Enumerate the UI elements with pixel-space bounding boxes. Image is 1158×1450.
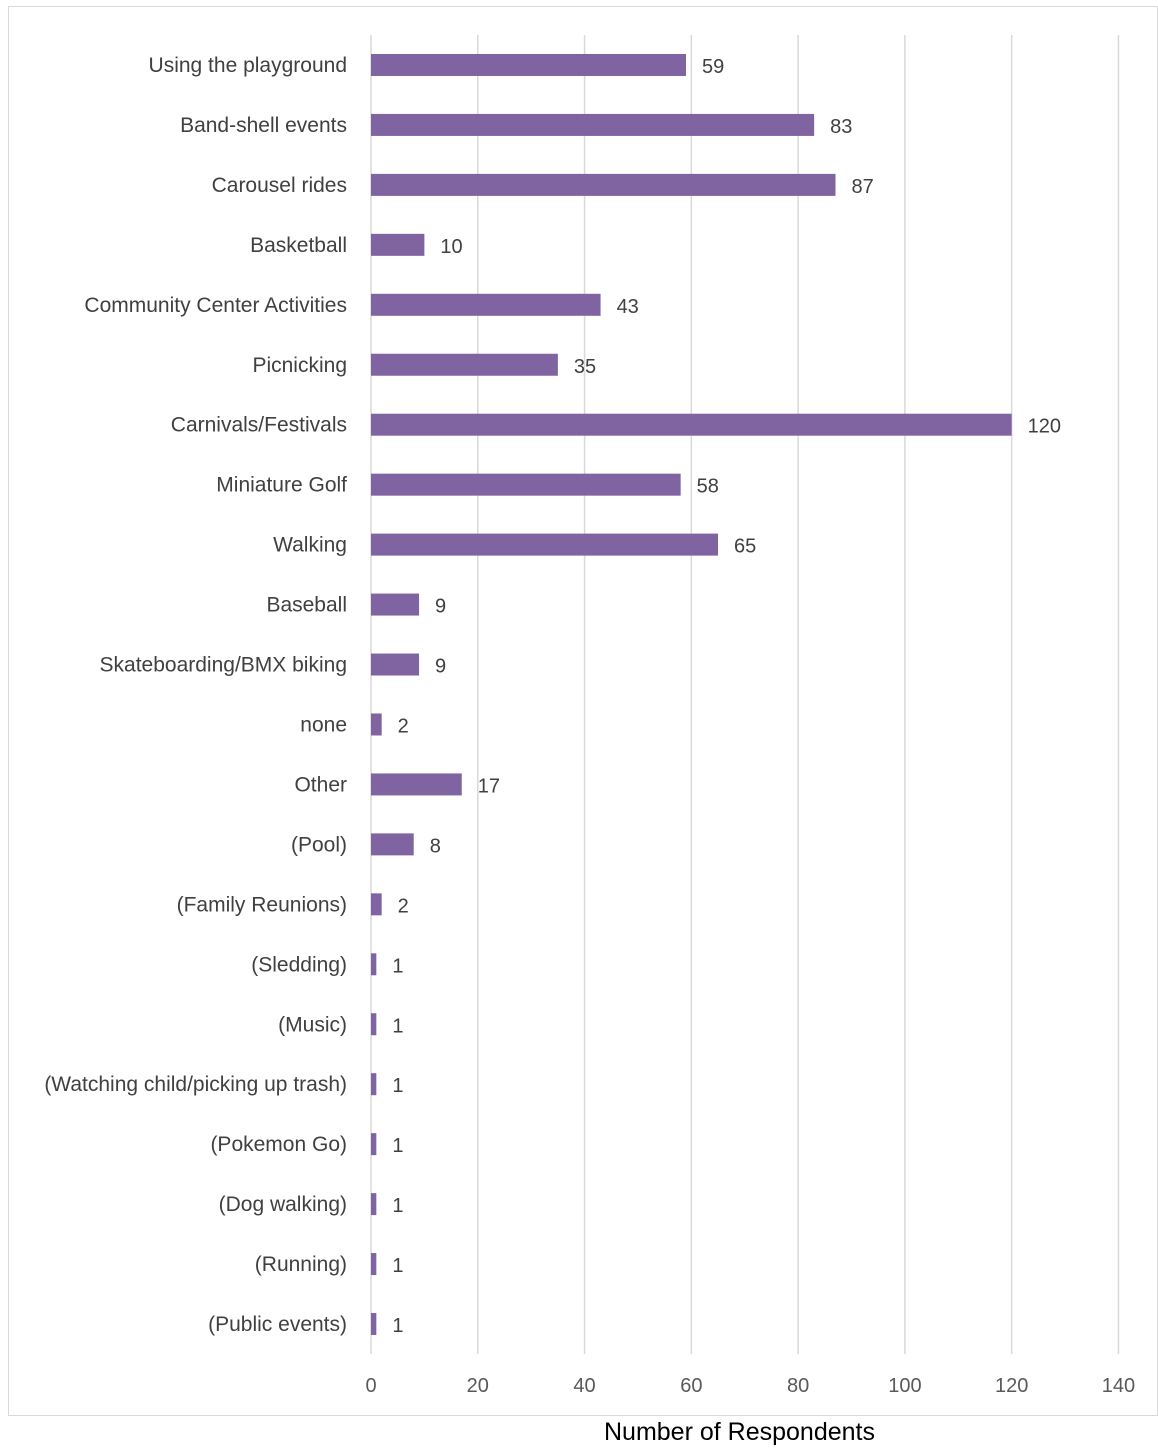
data-label: 9 xyxy=(435,596,446,618)
data-labels: 59 83 87 10 43 35 120 58 65 9 9 2 17 8 2 1 1 1 1 1 1 1 xyxy=(392,56,1061,1337)
x-tick-label: 0 xyxy=(365,1375,376,1397)
bar xyxy=(371,1013,377,1036)
bar xyxy=(371,1313,377,1336)
data-label: 8 xyxy=(430,835,441,857)
data-label: 1 xyxy=(392,1075,403,1097)
bar xyxy=(371,173,836,196)
category-label: Band-shell events xyxy=(180,114,347,137)
data-label: 1 xyxy=(392,1015,403,1037)
category-label: Miniature Golf xyxy=(216,474,347,497)
bar xyxy=(371,113,815,136)
category-label: Baseball xyxy=(266,594,347,617)
bar xyxy=(371,833,414,856)
bar xyxy=(371,353,558,376)
category-label: Basketball xyxy=(250,234,347,257)
category-label: Picnicking xyxy=(252,354,347,377)
data-label: 17 xyxy=(478,775,500,797)
x-tick-label: 80 xyxy=(787,1375,809,1397)
category-label: Skateboarding/BMX biking xyxy=(100,654,347,677)
bar xyxy=(371,773,462,796)
data-label: 9 xyxy=(435,656,446,678)
category-label: Using the playground xyxy=(149,54,347,77)
bar xyxy=(371,53,687,76)
bar xyxy=(371,593,420,616)
x-tick-label: 40 xyxy=(573,1375,595,1397)
bar xyxy=(371,293,601,316)
data-label: 43 xyxy=(617,296,639,318)
category-label: Community Center Activities xyxy=(84,294,347,317)
x-axis-title: Number of Respondents xyxy=(604,1418,875,1446)
data-label: 120 xyxy=(1028,416,1061,438)
data-label: 83 xyxy=(830,116,852,138)
category-label: Walking xyxy=(273,534,347,557)
category-label: (Watching child/picking up trash) xyxy=(44,1073,347,1096)
bar xyxy=(371,1073,377,1096)
data-label: 2 xyxy=(398,895,409,917)
gridlines xyxy=(370,35,1120,1354)
x-axis-ticks: 0 20 40 60 80 100 120 140 xyxy=(365,1375,1135,1397)
bar-chart: Using the playground Band-shell events Car… xyxy=(44,35,1135,1397)
data-label: 2 xyxy=(398,715,409,737)
bar xyxy=(371,1193,377,1216)
data-label: 1 xyxy=(392,1255,403,1277)
category-label: (Sledding) xyxy=(251,953,347,976)
bar xyxy=(371,413,1012,436)
bar xyxy=(371,233,425,256)
category-label: (Dog walking) xyxy=(219,1193,347,1216)
bar xyxy=(371,713,382,736)
x-tick-label: 100 xyxy=(888,1375,921,1397)
data-label: 35 xyxy=(574,356,596,378)
category-label: (Music) xyxy=(278,1013,347,1036)
x-axis-title-row: Number of Respondents xyxy=(0,1416,1158,1450)
category-label: none xyxy=(300,713,347,736)
data-label: 65 xyxy=(734,536,756,558)
category-label: (Pool) xyxy=(291,833,347,856)
bar xyxy=(371,1253,377,1276)
bar xyxy=(371,953,377,976)
data-label: 59 xyxy=(702,56,724,78)
x-tick-label: 120 xyxy=(995,1375,1028,1397)
x-tick-label: 60 xyxy=(680,1375,702,1397)
bars xyxy=(371,53,1012,1336)
data-label: 1 xyxy=(392,955,403,977)
category-labels: Using the playground Band-shell events Car… xyxy=(44,54,347,1336)
category-label: Carnivals/Festivals xyxy=(171,414,347,437)
bar xyxy=(371,473,681,496)
data-label: 87 xyxy=(851,176,873,198)
bar xyxy=(371,533,719,556)
bar xyxy=(371,893,382,916)
x-tick-label: 20 xyxy=(467,1375,489,1397)
category-label: (Pokemon Go) xyxy=(210,1133,347,1156)
category-label: (Family Reunions) xyxy=(177,893,347,916)
bar xyxy=(371,653,420,676)
category-label: (Public events) xyxy=(208,1313,347,1336)
x-tick-label: 140 xyxy=(1102,1375,1135,1397)
data-label: 1 xyxy=(392,1135,403,1157)
data-label: 1 xyxy=(392,1315,403,1337)
data-label: 10 xyxy=(440,236,462,258)
bar xyxy=(371,1133,377,1156)
data-label: 1 xyxy=(392,1195,403,1217)
category-label: Carousel rides xyxy=(212,174,347,197)
category-label: Other xyxy=(294,773,347,796)
data-label: 58 xyxy=(697,476,719,498)
category-label: (Running) xyxy=(255,1253,347,1276)
